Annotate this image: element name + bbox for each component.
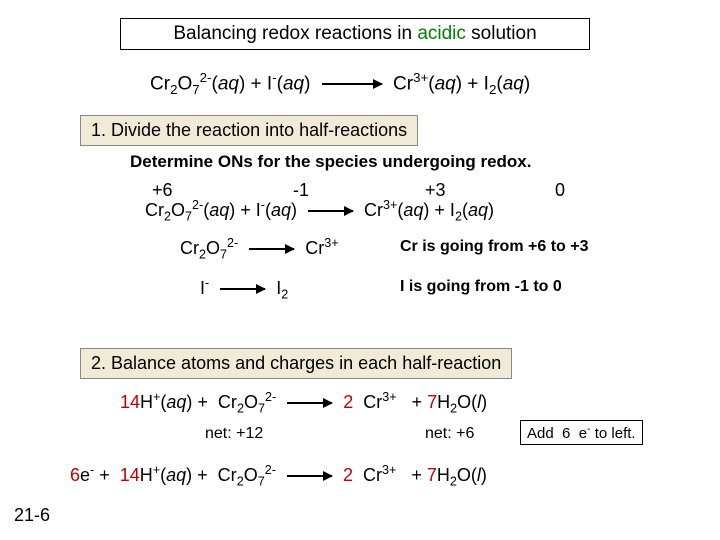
net-charge-left: net: +12 [205, 425, 263, 443]
title-pre: Balancing redox reactions in [173, 23, 417, 44]
arrow-icon [249, 248, 294, 250]
on-reaction: Cr2O72-(aq) + I-(aq) Cr3+(aq) + I2(aq) [145, 198, 494, 224]
step-1-box: 1. Divide the reaction into half-reactio… [80, 115, 418, 146]
slide-number: 21-6 [14, 505, 50, 526]
balanced-reaction-2: 6e- + 14H+(aq) + Cr2O72- 2 Cr3+ + 7H2O(l… [70, 463, 487, 489]
cr-note: Cr is going from +6 to +3 [400, 238, 588, 256]
on-zero: 0 [555, 180, 565, 201]
add-electrons-box: Add 6 e- to left. [520, 420, 643, 445]
half-reaction-i: I- I2 [200, 276, 288, 302]
add-e-post: to left. [591, 425, 636, 442]
half-reaction-cr: Cr2O72- Cr3+ [180, 236, 339, 262]
arrow-icon [308, 210, 353, 212]
arrow-icon [220, 288, 265, 290]
arrow-icon [287, 475, 332, 477]
i-note: I is going from -1 to 0 [400, 278, 562, 296]
arrow-icon [287, 402, 332, 404]
title-acidic: acidic [417, 23, 466, 44]
arrow-icon [322, 83, 382, 85]
add-e-pre: Add 6 e [527, 425, 587, 442]
title-post: solution [466, 23, 537, 44]
step-2-box: 2. Balance atoms and charges in each hal… [80, 348, 512, 379]
subhead-ons: Determine ONs for the species undergoing… [130, 152, 531, 172]
title-box: Balancing redox reactions in acidic solu… [120, 18, 590, 50]
main-reaction: Cr2O72-(aq) + I-(aq) Cr3+(aq) + I2(aq) [150, 70, 530, 97]
net-charge-right: net: +6 [425, 425, 474, 443]
balanced-reaction-1: 14H+(aq) + Cr2O72- 2 Cr3+ + 7H2O(l) [120, 390, 487, 416]
